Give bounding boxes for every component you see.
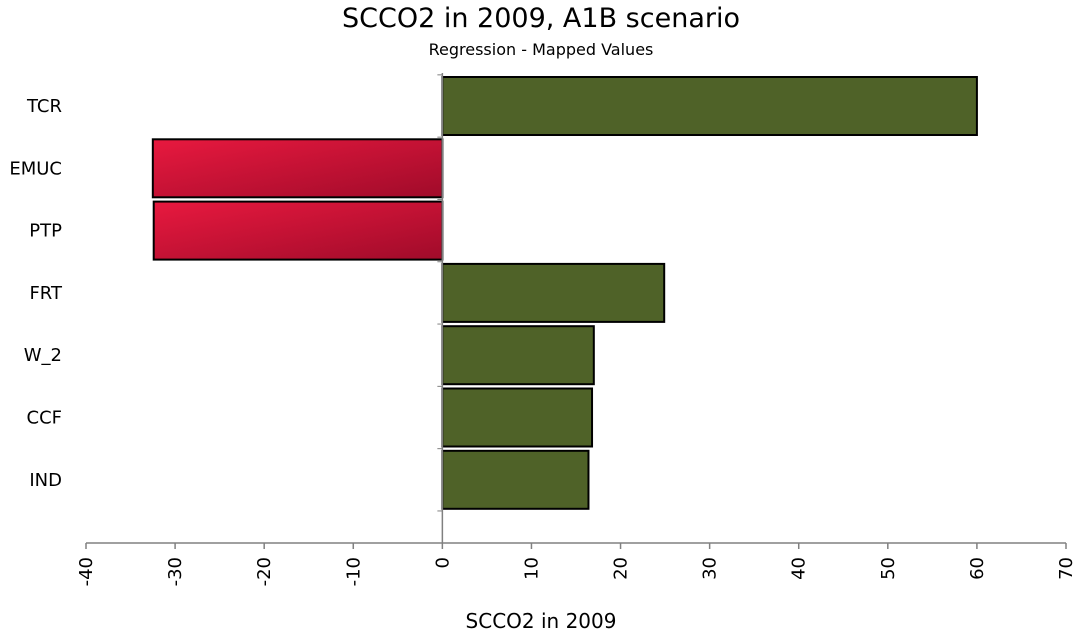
x-tick-label: 0	[432, 557, 453, 568]
x-tick-label: -40	[76, 557, 97, 586]
x-tick-label: -30	[165, 557, 186, 586]
category-label: IND	[29, 470, 62, 491]
x-tick-label: 70	[1056, 557, 1077, 580]
bar-emuc	[151, 138, 444, 199]
bar-frt	[441, 262, 666, 323]
category-label: FRT	[29, 283, 63, 304]
bar-w-2	[441, 325, 595, 386]
x-tick-label: 30	[700, 557, 721, 580]
bar-tcr	[441, 76, 978, 136]
x-tick-label: 40	[789, 557, 810, 580]
category-label: CCF	[27, 408, 63, 429]
x-tick-label: -10	[343, 557, 364, 586]
x-tick-label: -20	[254, 557, 275, 586]
x-tick-label: 10	[521, 557, 542, 580]
chart-title: SCCO2 in 2009, A1B scenario	[342, 3, 740, 34]
x-axis-title: SCCO2 in 2009	[465, 609, 617, 633]
category-label: W_2	[24, 345, 62, 366]
x-tick-label: 50	[878, 557, 899, 580]
chart-subtitle: Regression - Mapped Values	[428, 40, 654, 59]
x-tick-label: 20	[611, 557, 632, 580]
category-label: TCR	[26, 96, 62, 117]
bar-ind	[441, 449, 590, 510]
axes-group	[85, 73, 1067, 549]
category-label: PTP	[29, 221, 62, 242]
x-tick-label: 60	[967, 557, 988, 580]
bar-ptp	[152, 200, 444, 261]
bar-ccf	[441, 387, 594, 448]
labels-group: TCR EMUC PTP FRT W_2 CCF IND -40 -30 -20 -10 0 10 20 3…	[9, 96, 1077, 586]
category-label: EMUC	[9, 158, 62, 179]
bars-group	[151, 76, 978, 510]
